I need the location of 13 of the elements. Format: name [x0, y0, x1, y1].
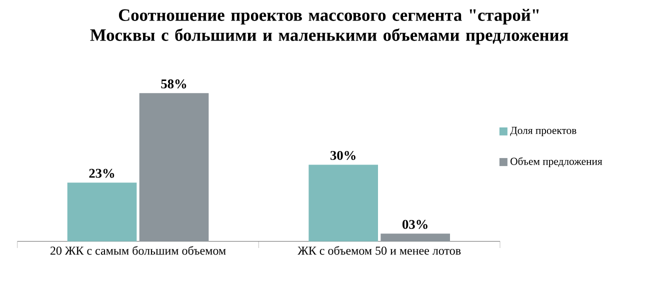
x-tick-label: 20 ЖК с самым большим объемом	[50, 246, 226, 255]
bar	[67, 182, 137, 242]
bar	[139, 93, 209, 242]
x-tick-label: ЖК с объемом 50 и менее лотов	[298, 246, 461, 255]
chart-title: Соотношение проектов массового сегмента "старой" Москвы с большими и маленькими объемами предложения	[90, 8, 568, 44]
bar	[380, 234, 450, 242]
data-label: 58%	[161, 79, 186, 88]
data-label: 03%	[402, 220, 428, 229]
legend-label: Объем предложения	[510, 157, 602, 168]
data-label: 23%	[89, 168, 114, 178]
bar	[308, 164, 378, 242]
data-label: 30%	[330, 150, 356, 160]
legend-label: Доля проектов	[510, 126, 576, 136]
